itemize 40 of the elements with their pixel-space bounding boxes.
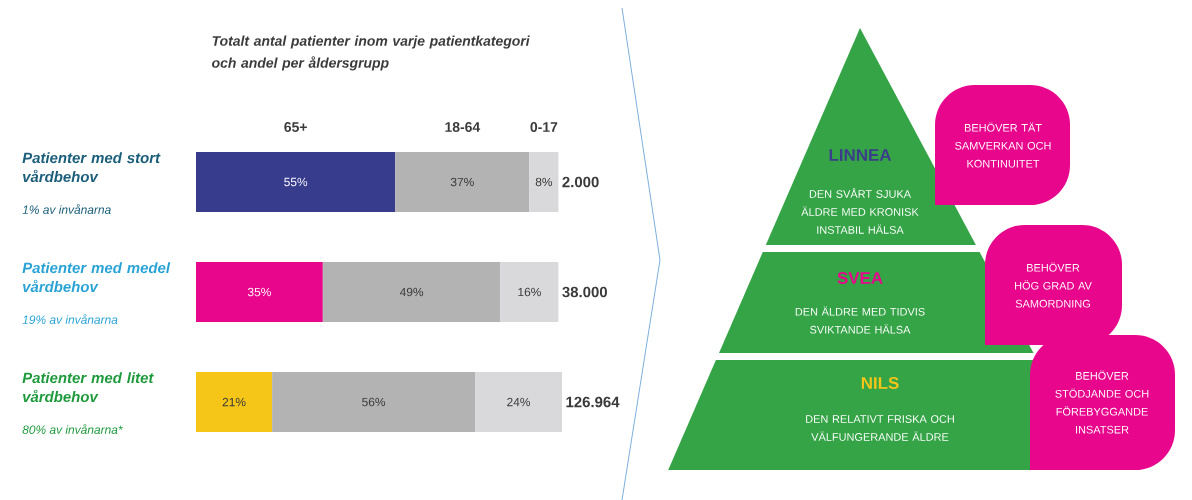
text: BEHÖVER TÄT SAMVERKAN OCH KONTINUITET (955, 122, 1051, 168)
y-tick-label: Patienter med litet vårdbehov (22, 372, 154, 403)
bar (272, 371, 476, 433)
text: 1% av invånarna (22, 204, 111, 214)
data-label: 35% (247, 287, 271, 297)
bar (196, 151, 396, 213)
data-label: 21% (222, 397, 246, 407)
y-tick-label: Patienter med stort vårdbehov (22, 152, 161, 183)
chart-title: Totalt antal patienter inom varje patientkategori och andel per åldersgrupp (212, 35, 530, 71)
text: BEHÖVER STÖDJANDE OCH FÖREBYGGANDE INSATSER (1055, 370, 1149, 434)
bar (196, 371, 273, 433)
text: 38.000 (562, 286, 607, 298)
text: BEHÖVER HÖG GRAD AV SAMORDNING (1015, 262, 1092, 308)
bar (395, 151, 530, 213)
category-label: SVEA (837, 272, 883, 285)
category-label: LINNEA (829, 149, 892, 161)
text: DEN ÄLDRE MED TIDVIS SVIKTANDE HÄLSA (795, 306, 925, 334)
data-label: 8% (535, 177, 553, 187)
bar (196, 261, 323, 323)
data-label: 16% (518, 287, 541, 297)
data-label: 37% (450, 177, 474, 187)
data-label: 24% (507, 397, 531, 407)
series-label: 0-17 (530, 122, 558, 132)
text: 126.964 (566, 396, 620, 408)
y-tick-label: Patienter med medel vårdbehov (22, 262, 171, 293)
text: 80% av invånarna* (22, 424, 123, 434)
data-label: 56% (362, 397, 386, 407)
bar (475, 371, 562, 433)
text: DEN SVÅRT SJUKA ÄLDRE MED KRONISK INSTABIL HÄLSA (801, 188, 919, 234)
text: 19% av invånarna (22, 314, 118, 324)
data-label: 55% (284, 177, 308, 187)
text: 2.000 (562, 176, 599, 188)
bar (500, 261, 559, 323)
series-label: 18-64 (445, 122, 481, 132)
bar (529, 151, 559, 213)
series-label: 65+ (284, 122, 307, 132)
text: DEN RELATIVT FRISKA OCH VÄLFUNGERANDE ÄLDRE (806, 415, 954, 441)
data-label: 49% (399, 287, 424, 297)
bar (322, 261, 501, 323)
category-label: NILS (861, 377, 899, 390)
